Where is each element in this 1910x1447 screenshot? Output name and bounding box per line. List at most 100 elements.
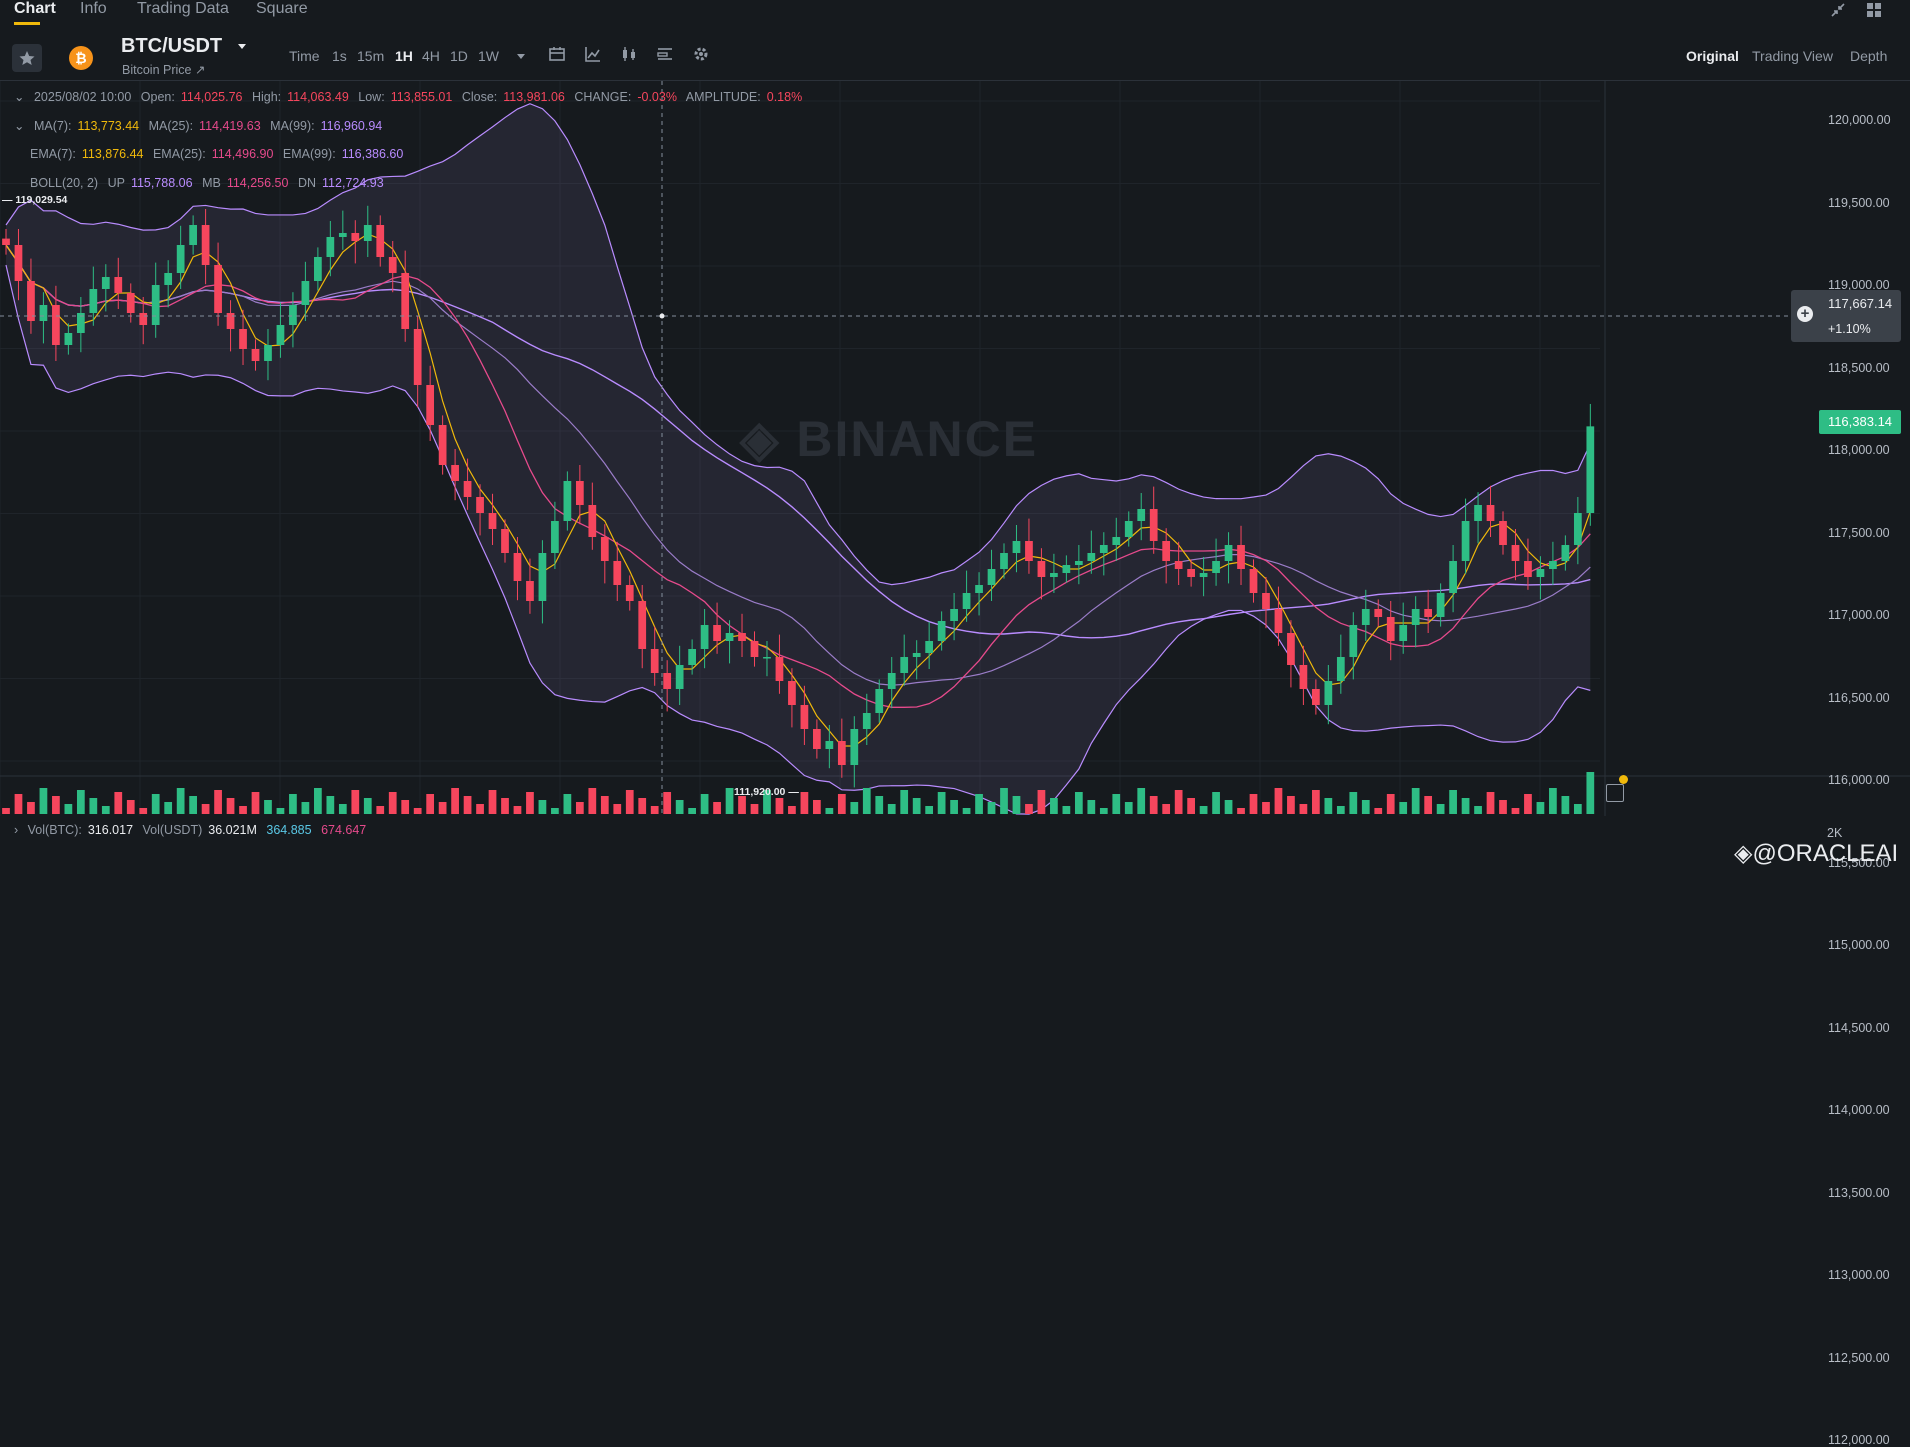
ohlc-date: 2025/08/02 10:00 xyxy=(33,90,132,104)
candle-body xyxy=(1124,521,1133,537)
price-axis-label: 116,000.00 xyxy=(1828,773,1890,787)
candle-body xyxy=(563,481,572,521)
volume-bar xyxy=(763,790,771,814)
price-axis-label: 113,000.00 xyxy=(1828,1268,1890,1282)
volume-bar xyxy=(1399,802,1408,814)
timeframe-1s[interactable]: 1s xyxy=(332,48,347,64)
tab-chart[interactable]: Chart xyxy=(14,0,56,17)
candle-body xyxy=(438,425,447,465)
volume-bar xyxy=(1099,808,1108,814)
candle-body xyxy=(725,633,734,641)
timeframe-1h[interactable]: 1H xyxy=(395,48,413,64)
candle-body xyxy=(1399,625,1408,641)
favorite-button[interactable] xyxy=(12,44,42,72)
crosshair-price: 117,667.14 xyxy=(1828,296,1893,311)
volume-bar xyxy=(276,808,285,814)
volume-bar xyxy=(1062,806,1071,814)
plus-circle-icon[interactable]: + xyxy=(1797,306,1813,322)
grid-icon[interactable] xyxy=(1866,2,1882,18)
volume-bar xyxy=(1349,792,1358,814)
price-chart[interactable] xyxy=(0,81,1910,816)
volume-bar xyxy=(1561,796,1570,814)
bollinger-mid-line xyxy=(5,244,1591,686)
timeframe-15m[interactable]: 15m xyxy=(357,48,385,64)
ema7-value: 113,876.44 xyxy=(81,147,144,161)
volume-bar xyxy=(64,804,73,814)
vol-usdt-label: Vol(USDT) xyxy=(142,823,203,837)
calendar-icon[interactable] xyxy=(547,44,567,64)
candle-body xyxy=(1149,509,1158,541)
candle-body xyxy=(825,741,834,749)
volume-bar xyxy=(1573,804,1582,814)
volume-bar xyxy=(376,806,385,814)
bollinger-upper-line xyxy=(5,103,1591,586)
chevron-down-icon[interactable] xyxy=(236,42,248,52)
candle-body xyxy=(1312,689,1320,705)
candle-body xyxy=(251,349,260,361)
candle-body xyxy=(413,329,422,385)
tab-info[interactable]: Info xyxy=(80,0,107,17)
tab-square[interactable]: Square xyxy=(256,0,308,17)
volume-bar xyxy=(239,806,247,814)
candle-body xyxy=(650,649,659,673)
candle-body xyxy=(463,481,472,497)
collapse-chevron-icon[interactable]: ⌄ xyxy=(14,90,25,104)
timeframe-time[interactable]: Time xyxy=(289,48,320,64)
volume-bar xyxy=(862,788,871,814)
volume-bar xyxy=(401,800,410,814)
volume-bar xyxy=(1237,808,1245,814)
volume-bar xyxy=(289,794,297,814)
timeframe-more-icon[interactable] xyxy=(515,52,527,62)
ma25-line xyxy=(5,244,1591,708)
boll-dn-value: 112,724.93 xyxy=(322,176,384,190)
candle-body xyxy=(338,233,347,237)
volume-bar xyxy=(513,806,522,814)
candle-body xyxy=(887,673,896,689)
timeframe-4h[interactable]: 4H xyxy=(422,48,440,64)
volume-bar xyxy=(538,800,547,814)
indicator-icon[interactable] xyxy=(583,44,603,64)
change-label: CHANGE: xyxy=(574,90,632,104)
candle-body xyxy=(14,245,23,281)
candle-body xyxy=(925,641,934,653)
candle-type-icon[interactable] xyxy=(619,44,639,64)
volume-bar xyxy=(1474,806,1482,814)
candle-body xyxy=(937,621,946,641)
candle-body xyxy=(289,305,297,325)
price-axis-label: 119,500.00 xyxy=(1828,195,1890,210)
volume-bar xyxy=(1199,806,1208,814)
vol-usdt-value: 36.021M xyxy=(208,823,257,837)
candle-body xyxy=(314,257,322,281)
timeframe-1w[interactable]: 1W xyxy=(478,48,499,64)
view-depth[interactable]: Depth xyxy=(1850,48,1888,64)
volume-bar xyxy=(713,802,721,814)
timeframe-1d[interactable]: 1D xyxy=(450,48,468,64)
volume-collapse-icon[interactable]: › xyxy=(14,823,19,837)
candle-body xyxy=(76,313,85,333)
candle-body xyxy=(201,225,210,265)
high-marker-value: 119,029.54 xyxy=(15,194,68,206)
view-trading-view[interactable]: Trading View xyxy=(1752,48,1833,64)
ma-collapse-icon[interactable]: ⌄ xyxy=(14,119,25,133)
volume-bar xyxy=(338,804,347,814)
ma-row: ⌄ MA(7): 113,773.44 MA(25): 114,419.63 MA(… xyxy=(14,118,388,133)
symbol-pair[interactable]: BTC/USDT xyxy=(121,35,223,57)
note-icon[interactable] xyxy=(1606,784,1624,802)
ema-row: EMA(7): 113,876.44 EMA(25): 114,496.90 EMA… xyxy=(30,147,409,161)
minimize-icon[interactable] xyxy=(1830,2,1846,18)
gear-icon[interactable] xyxy=(691,44,711,64)
symbol-subtitle[interactable]: Bitcoin Price ↗ xyxy=(122,63,206,77)
chart-toolbar xyxy=(0,26,1910,81)
candle-body xyxy=(1274,609,1283,633)
candle-body xyxy=(1424,609,1433,617)
volume-bar xyxy=(501,798,509,814)
volume-bar xyxy=(1324,798,1333,814)
candle-body xyxy=(962,593,971,609)
tab-trading-data[interactable]: Trading Data xyxy=(137,0,229,17)
price-axis-label: 118,500.00 xyxy=(1828,360,1890,375)
candle-body xyxy=(862,713,871,729)
view-original[interactable]: Original xyxy=(1686,48,1739,64)
layout-icon[interactable] xyxy=(655,44,675,64)
volume-bar xyxy=(551,808,559,814)
candle-body xyxy=(975,585,983,593)
